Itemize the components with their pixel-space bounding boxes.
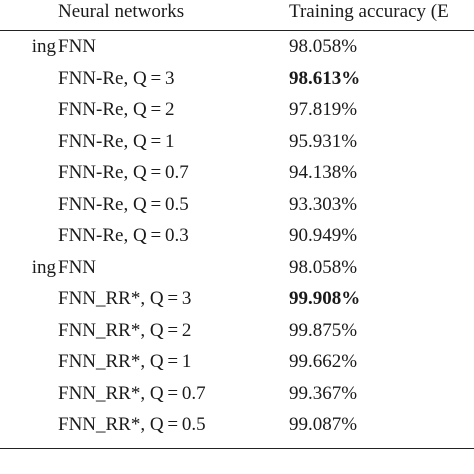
accuracy-cell: 98.613% — [289, 68, 361, 89]
network-cell: FNN_RR*, Q = 0.7 — [58, 383, 206, 404]
accuracy-cell: 94.138% — [289, 162, 358, 183]
accuracy-cell: 98.058% — [289, 36, 358, 57]
accuracy-cell: 99.875% — [289, 320, 358, 341]
accuracy-cell: 99.662% — [289, 351, 358, 372]
accuracy-cell: 99.367% — [289, 383, 358, 404]
network-cell: FNN-Re, Q = 1 — [58, 131, 175, 152]
group-label: ing — [31, 257, 56, 278]
network-cell: FNN-Re, Q = 0.3 — [58, 225, 189, 246]
network-cell: FNN_RR*, Q = 3 — [58, 288, 192, 309]
accuracy-cell: 95.931% — [289, 131, 358, 152]
network-cell: FNN-Re, Q = 0.7 — [58, 162, 189, 183]
accuracy-cell: 97.819% — [289, 99, 358, 120]
network-cell: FNN_RR*, Q = 2 — [58, 320, 192, 341]
network-cell: FNN-Re, Q = 0.5 — [58, 194, 189, 215]
bottom-rule — [0, 448, 474, 449]
accuracy-cell: 99.908% — [289, 288, 361, 309]
accuracy-cell: 93.303% — [289, 194, 358, 215]
accuracy-cell: 98.058% — [289, 257, 358, 278]
network-cell: FNN — [58, 36, 97, 57]
header-training-accuracy: Training accuracy (E — [289, 1, 449, 22]
network-cell: FNN_RR*, Q = 0.5 — [58, 414, 206, 435]
network-cell: FNN — [58, 257, 97, 278]
accuracy-cell: 90.949% — [289, 225, 358, 246]
header-neural-networks: Neural networks — [58, 1, 185, 22]
network-cell: FNN-Re, Q = 2 — [58, 99, 175, 120]
header-rule — [0, 30, 474, 31]
accuracy-cell: 99.087% — [289, 414, 358, 435]
network-cell: FNN-Re, Q = 3 — [58, 68, 175, 89]
group-label: ing — [31, 36, 56, 57]
network-cell: FNN_RR*, Q = 1 — [58, 351, 192, 372]
